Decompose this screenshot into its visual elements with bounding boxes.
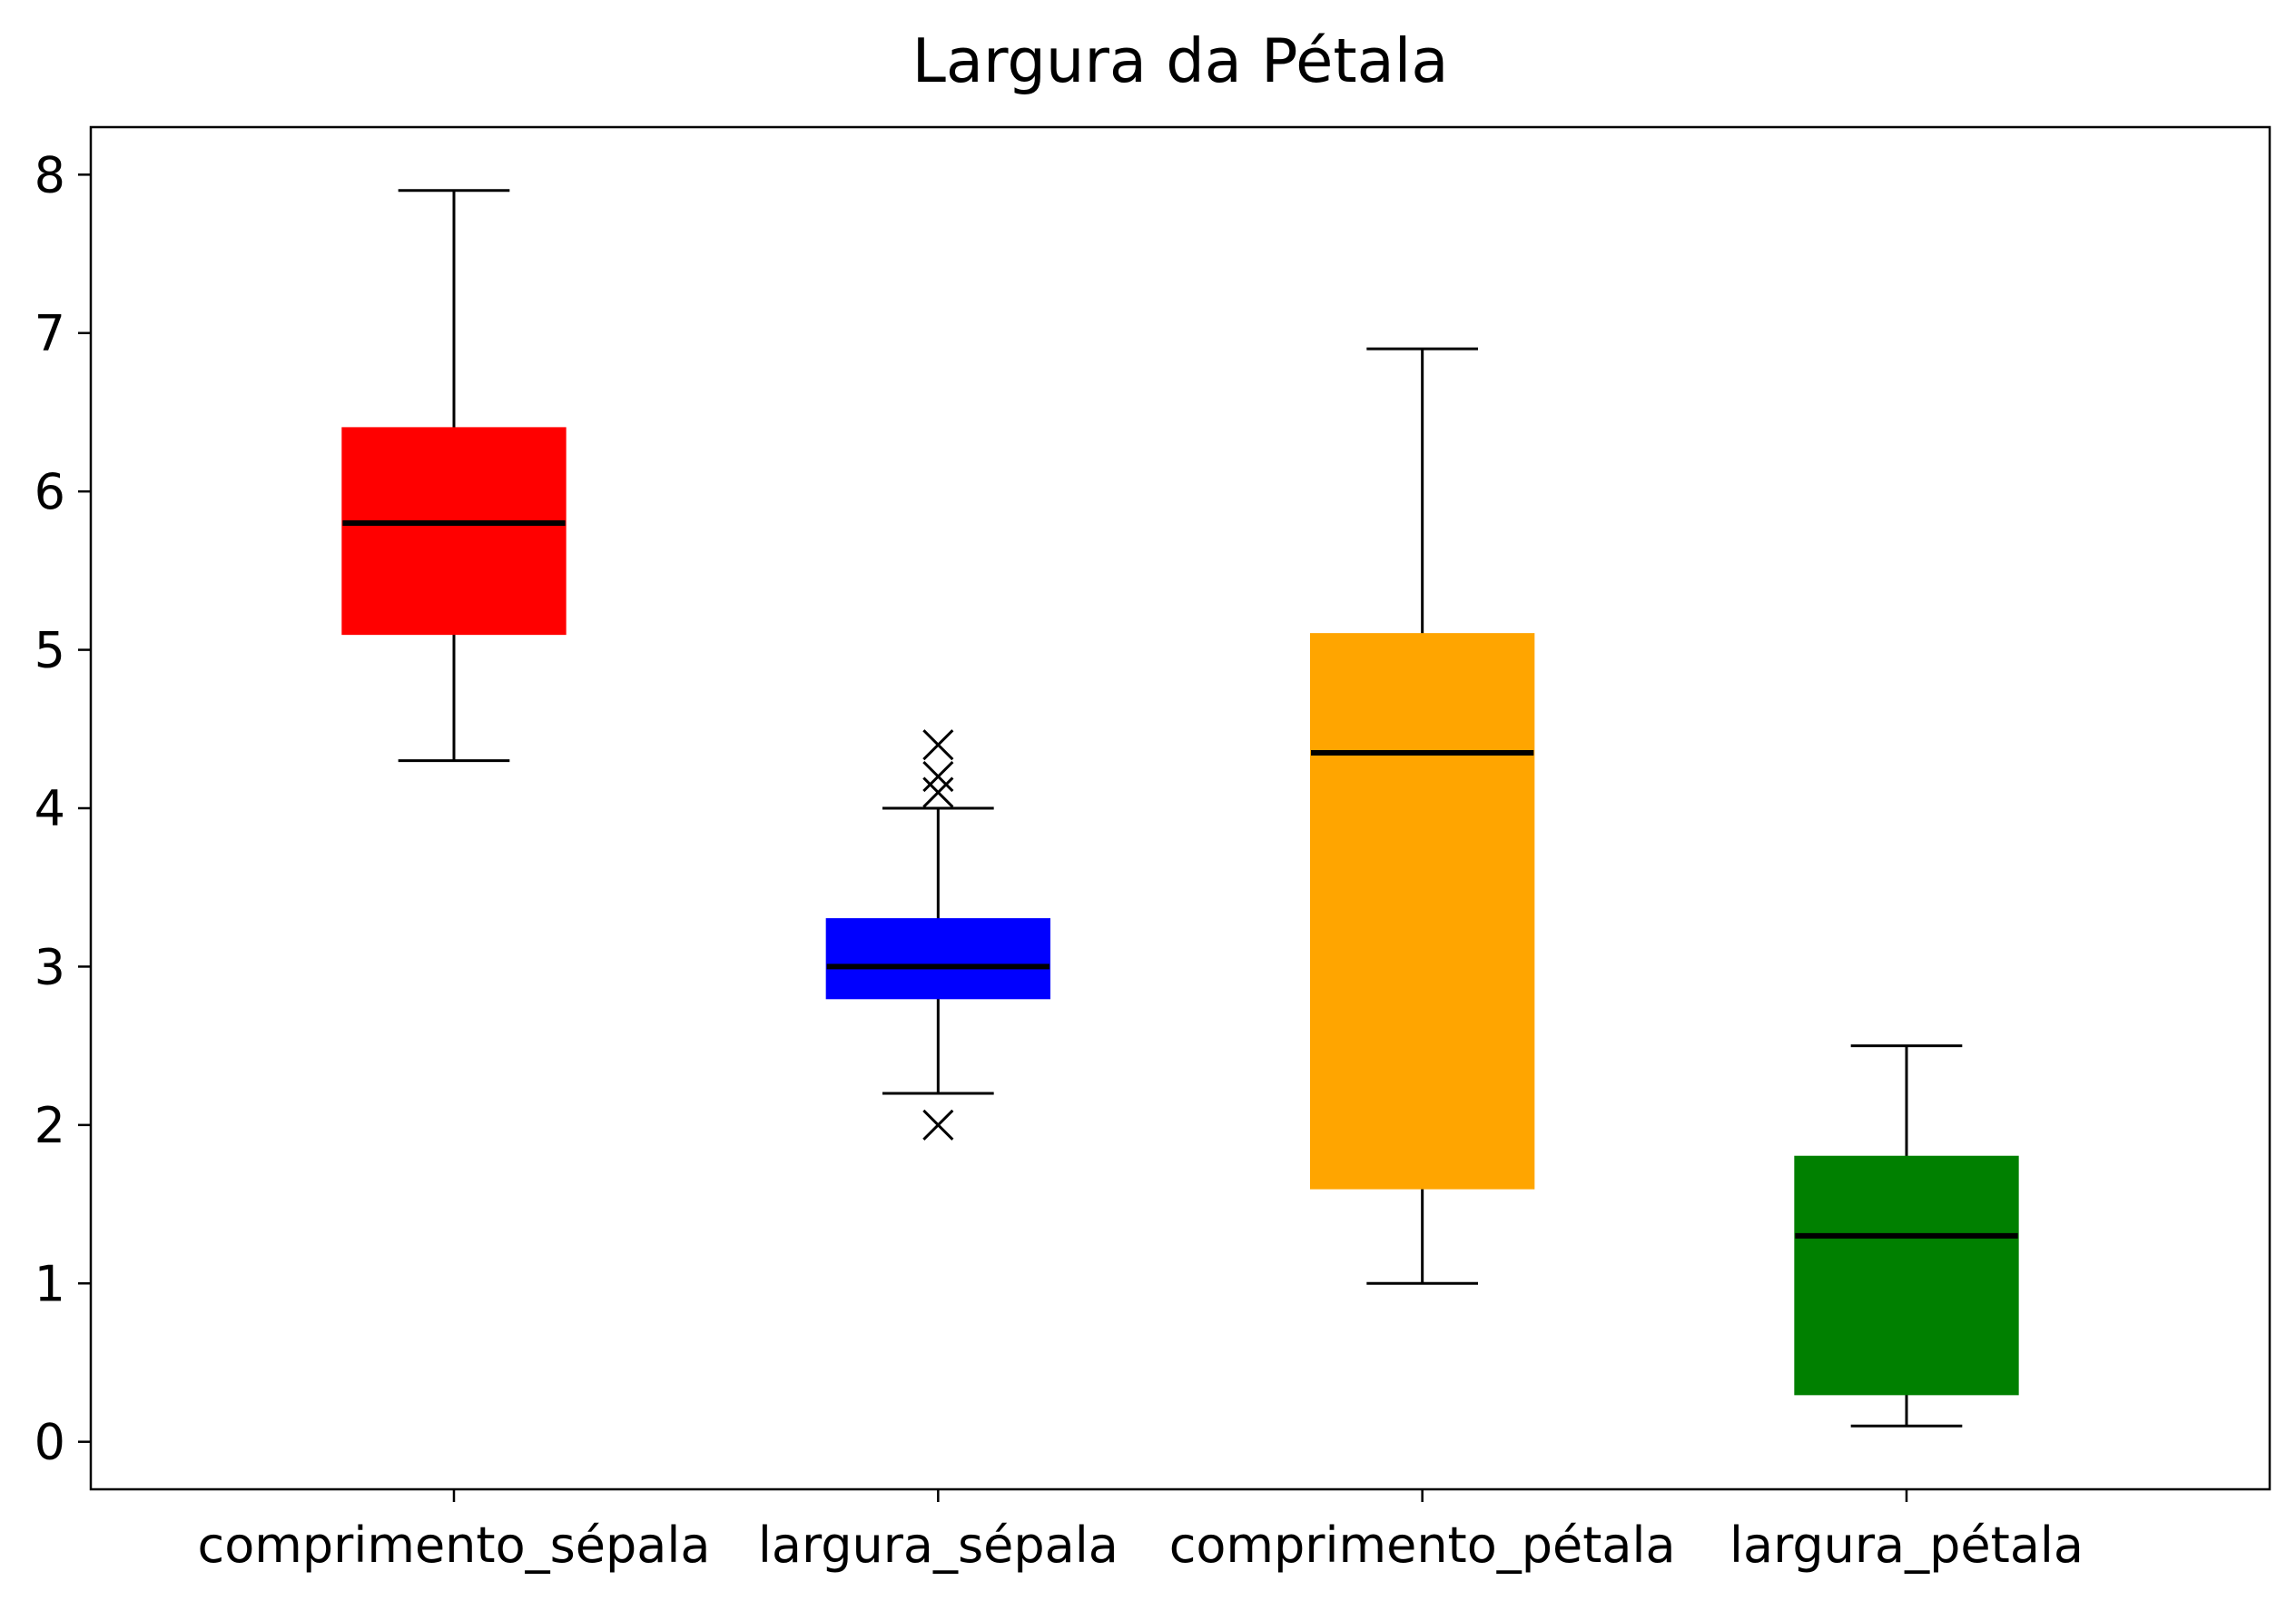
x-tick-label: largura_pétala [1729, 1517, 2084, 1574]
y-tick-label: 4 [34, 780, 65, 837]
outlier-marker [922, 1109, 954, 1141]
plot-area [341, 189, 2019, 1428]
y-tick-label: 7 [34, 305, 65, 362]
box-body [341, 427, 567, 636]
outlier-stroke [922, 761, 954, 793]
outlier-stroke [922, 729, 954, 761]
outlier-marker [922, 729, 954, 761]
outlier-marker [922, 761, 954, 793]
box-comprimento_pétala [1310, 347, 1535, 1285]
y-tick-label: 0 [34, 1414, 65, 1471]
x-tick-label: comprimento_pétala [1169, 1517, 1676, 1574]
chart-title: Largura da Pétala [912, 25, 1449, 96]
box-body [1310, 633, 1535, 1190]
outlier-marker [922, 776, 954, 808]
y-tick-label: 5 [34, 622, 65, 679]
outlier-stroke [922, 776, 954, 808]
y-tick-label: 8 [34, 146, 65, 203]
x-tick-label: largura_sépala [758, 1517, 1118, 1574]
y-tick-label: 6 [34, 463, 65, 520]
box-largura_sépala [825, 729, 1051, 1141]
box-largura_pétala [1794, 1044, 2019, 1428]
y-tick-label: 1 [34, 1255, 65, 1312]
axes: 0 1 2 3 4 5 6 7 8 comprimento_sépala largura_sépal… [34, 146, 2084, 1574]
y-tick-label: 3 [34, 938, 65, 995]
outlier-stroke [922, 1109, 954, 1141]
y-tick-label: 2 [34, 1097, 65, 1154]
x-tick-label: comprimento_sépala [198, 1517, 711, 1574]
box-body [825, 918, 1051, 1000]
box-body [1794, 1155, 2019, 1396]
box-comprimento_sépala [341, 189, 567, 763]
